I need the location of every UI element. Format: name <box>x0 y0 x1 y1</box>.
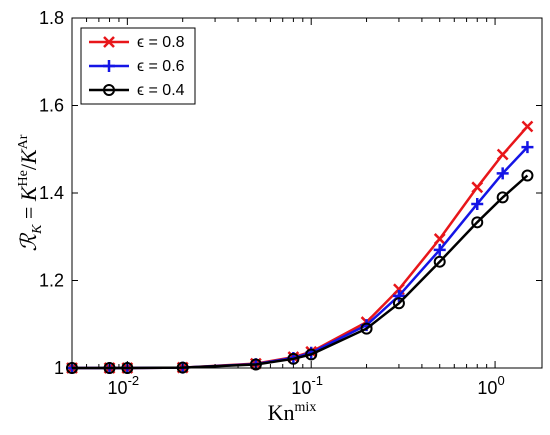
x-axis-label: Knmix <box>268 400 317 425</box>
y-axis-label-k2: K <box>16 148 41 165</box>
x-axis-label-sup: mix <box>295 400 317 415</box>
data-point-0-10 <box>471 181 484 194</box>
y-axis-label: ℛK = KHe/KAr <box>16 134 45 251</box>
legend-label-2: ϵ = 0.4 <box>137 82 185 99</box>
legend-label-0: ϵ = 0.8 <box>137 34 185 51</box>
x-tick-label-exp-1: -1 <box>311 373 323 388</box>
data-point-1-12 <box>521 141 534 154</box>
data-point-0-12 <box>521 120 534 133</box>
y-tick-label-2: 1.4 <box>39 183 64 203</box>
y-axis-label-k1: K <box>16 185 41 202</box>
data-point-2-11 <box>496 191 509 204</box>
data-point-1-9 <box>433 243 446 256</box>
x-tick-label-exp-0: -2 <box>128 373 140 388</box>
data-point-1-10 <box>471 197 484 210</box>
y-tick-label-1: 1.2 <box>39 271 64 291</box>
x-tick-label-base-1: 10 <box>291 378 311 398</box>
data-point-2-12 <box>521 169 534 182</box>
y-axis-label-k1-sup: He <box>16 170 31 186</box>
ticks-layer: 11.21.41.61.810-2 10-1 100 <box>39 8 542 398</box>
data-point-2-10 <box>471 216 484 229</box>
data-point-2-8 <box>392 297 405 310</box>
y-tick-label-4: 1.8 <box>39 8 64 28</box>
data-point-0-9 <box>433 233 446 245</box>
x-axis-label-base: Kn <box>268 400 295 425</box>
data-point-1-8 <box>392 289 405 302</box>
data-point-2-7 <box>360 322 373 335</box>
y-axis-label-eq: = <box>16 201 41 224</box>
data-point-0-11 <box>496 148 509 161</box>
data-point-2-5 <box>287 352 300 365</box>
data-point-1-11 <box>496 167 509 180</box>
x-tick-label-1: 10-1 <box>291 373 323 398</box>
legend-swatch-marker-2 <box>103 84 115 96</box>
data-point-2-6 <box>305 348 318 361</box>
legend: ϵ = 0.8 ϵ = 0.6 ϵ = 0.4 <box>80 27 196 105</box>
x-tick-label-base-2: 10 <box>477 378 497 398</box>
y-axis-label-lhs-sub: K <box>30 224 45 235</box>
data-point-2-4 <box>249 358 262 371</box>
data-point-2-9 <box>433 255 446 268</box>
x-tick-label-2: 100 <box>477 373 504 398</box>
y-axis-label-k2-sup: Ar <box>16 134 31 149</box>
legend-swatch-marker-0 <box>103 36 115 48</box>
x-tick-label-base-0: 10 <box>108 378 128 398</box>
legend-swatch-marker-1 <box>103 60 115 72</box>
x-tick-label-0: 10-2 <box>108 373 140 398</box>
x-tick-label-exp-2: 0 <box>497 373 504 388</box>
y-axis-label-lhs: ℛ <box>16 232 41 251</box>
y-tick-label-0: 1 <box>54 358 64 378</box>
y-tick-label-3: 1.6 <box>39 96 64 116</box>
legend-label-1: ϵ = 0.6 <box>137 58 185 75</box>
y-axis-label-slash: / <box>16 163 41 170</box>
